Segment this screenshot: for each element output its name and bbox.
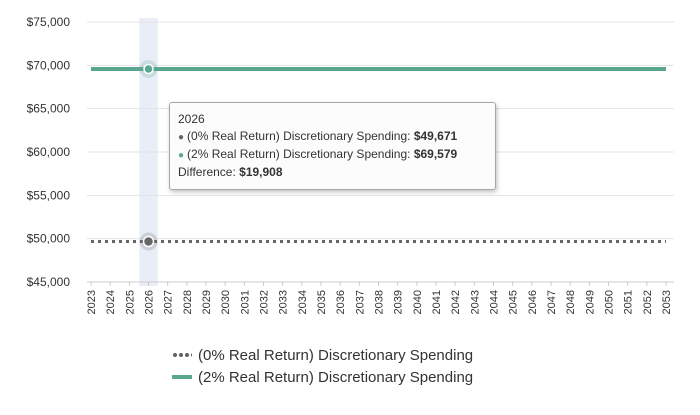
hover-tooltip: 2026 ● (0% Real Return) Discretionary Spe… — [169, 102, 496, 190]
x-tick-label: 2051 — [623, 290, 635, 314]
x-tick-label: 2052 — [642, 290, 654, 314]
legend-dotted-line-icon — [172, 353, 192, 357]
tooltip-label-2pct: (2% Real Return) Discretionary Spending: — [187, 147, 411, 161]
x-tick-label: 2042 — [450, 290, 462, 314]
y-axis: $45,000 $50,000 $55,000 $60,000 $65,000 $70,0… — [27, 15, 71, 289]
x-tick-label: 2043 — [469, 290, 481, 314]
x-tick-label: 2032 — [259, 290, 271, 314]
tooltip-year: 2026 — [178, 112, 205, 126]
series-layer — [91, 66, 666, 244]
tooltip-row-difference: Difference: $19,908 — [178, 164, 487, 181]
x-tick-label: 2039 — [393, 290, 405, 314]
y-tick-label: $75,000 — [27, 15, 71, 29]
x-tick-label: 2028 — [182, 290, 194, 314]
x-tick-label: 2033 — [278, 290, 290, 314]
x-tick-label: 2030 — [220, 290, 232, 314]
tooltip-dot-2pct: ● — [178, 150, 185, 161]
y-tick-label: $55,000 — [27, 188, 71, 202]
x-tick-label: 2046 — [527, 290, 539, 314]
x-tick-label: 2024 — [105, 290, 117, 314]
x-tick-label: 2047 — [546, 290, 558, 314]
legend-label-0pct: (0% Real Return) Discretionary Spending — [198, 346, 474, 364]
tooltip-difference-label: Difference: — [178, 165, 236, 179]
chart-legend: (0% Real Return) Discretionary Spending … — [172, 344, 473, 388]
tooltip-value-2pct: $69,579 — [413, 147, 458, 161]
x-tick-label: 2038 — [374, 290, 386, 314]
x-axis: 2023 2024 2025 2026 2027 2028 2029 2030 2031 2032… — [86, 282, 673, 314]
tooltip-value-0pct: $49,671 — [413, 129, 458, 143]
x-tick-label: 2037 — [354, 290, 366, 314]
tooltip-difference-value: $19,908 — [239, 165, 283, 179]
x-tick-label: 2034 — [297, 290, 309, 314]
x-tick-label: 2023 — [86, 290, 98, 314]
hover-point-2pct[interactable] — [143, 63, 154, 75]
x-tick-label: 2035 — [316, 290, 328, 314]
x-tick-label: 2029 — [201, 290, 213, 314]
legend-item-0pct[interactable]: (0% Real Return) Discretionary Spending — [172, 344, 473, 366]
tooltip-row-2pct: ● (2% Real Return) Discretionary Spending… — [178, 146, 487, 164]
tooltip-label-0pct: (0% Real Return) Discretionary Spending: — [187, 129, 411, 143]
x-tick-label: 2049 — [584, 290, 596, 314]
x-tick-label: 2050 — [604, 290, 616, 314]
x-tick-label: 2053 — [661, 290, 673, 314]
x-tick-label: 2041 — [431, 290, 443, 314]
legend-solid-line-icon — [172, 375, 192, 379]
tooltip-dot-0pct: ● — [178, 132, 185, 143]
x-tick-label: 2026 — [144, 290, 156, 314]
x-tick-label: 2031 — [239, 290, 251, 314]
x-tick-label: 2036 — [335, 290, 347, 314]
y-tick-label: $70,000 — [27, 58, 71, 72]
y-tick-label: $50,000 — [27, 232, 71, 246]
x-tick-label: 2027 — [163, 290, 175, 314]
legend-label-2pct: (2% Real Return) Discretionary Spending — [198, 368, 474, 386]
x-tick-label: 2048 — [565, 290, 577, 314]
tooltip-row-0pct: ● (0% Real Return) Discretionary Spending… — [178, 128, 487, 146]
y-tick-label: $60,000 — [27, 145, 71, 159]
y-tick-label: $65,000 — [27, 102, 71, 116]
legend-item-2pct[interactable]: (2% Real Return) Discretionary Spending — [172, 366, 473, 388]
hover-markers — [139, 59, 158, 251]
x-tick-label: 2025 — [124, 290, 136, 314]
x-tick-label: 2044 — [489, 290, 501, 314]
x-tick-label: 2045 — [508, 290, 520, 314]
y-tick-label: $45,000 — [27, 275, 71, 289]
x-tick-label: 2040 — [412, 290, 424, 314]
hover-point-0pct[interactable] — [142, 235, 155, 248]
